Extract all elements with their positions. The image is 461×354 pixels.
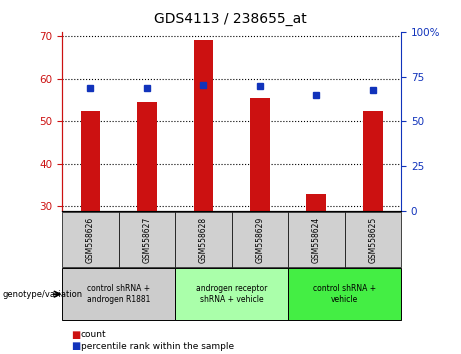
Bar <box>307 194 326 211</box>
Text: count: count <box>81 330 106 339</box>
Text: ■: ■ <box>71 341 81 351</box>
Text: control shRNA +
vehicle: control shRNA + vehicle <box>313 285 376 304</box>
Text: GSM558629: GSM558629 <box>255 217 265 263</box>
Text: GSM558628: GSM558628 <box>199 217 208 263</box>
Text: GSM558627: GSM558627 <box>142 217 152 263</box>
Text: GDS4113 / 238655_at: GDS4113 / 238655_at <box>154 12 307 27</box>
Text: genotype/variation: genotype/variation <box>2 290 83 299</box>
Text: GSM558626: GSM558626 <box>86 217 95 263</box>
Bar <box>81 110 100 211</box>
Bar <box>250 98 270 211</box>
Bar <box>137 102 157 211</box>
Bar <box>194 40 213 211</box>
Text: GSM558625: GSM558625 <box>368 217 378 263</box>
Text: percentile rank within the sample: percentile rank within the sample <box>81 342 234 351</box>
Text: androgen receptor
shRNA + vehicle: androgen receptor shRNA + vehicle <box>196 285 267 304</box>
Text: GSM558624: GSM558624 <box>312 217 321 263</box>
Bar <box>363 110 383 211</box>
Text: ■: ■ <box>71 330 81 339</box>
Text: control shRNA +
androgen R1881: control shRNA + androgen R1881 <box>87 285 150 304</box>
